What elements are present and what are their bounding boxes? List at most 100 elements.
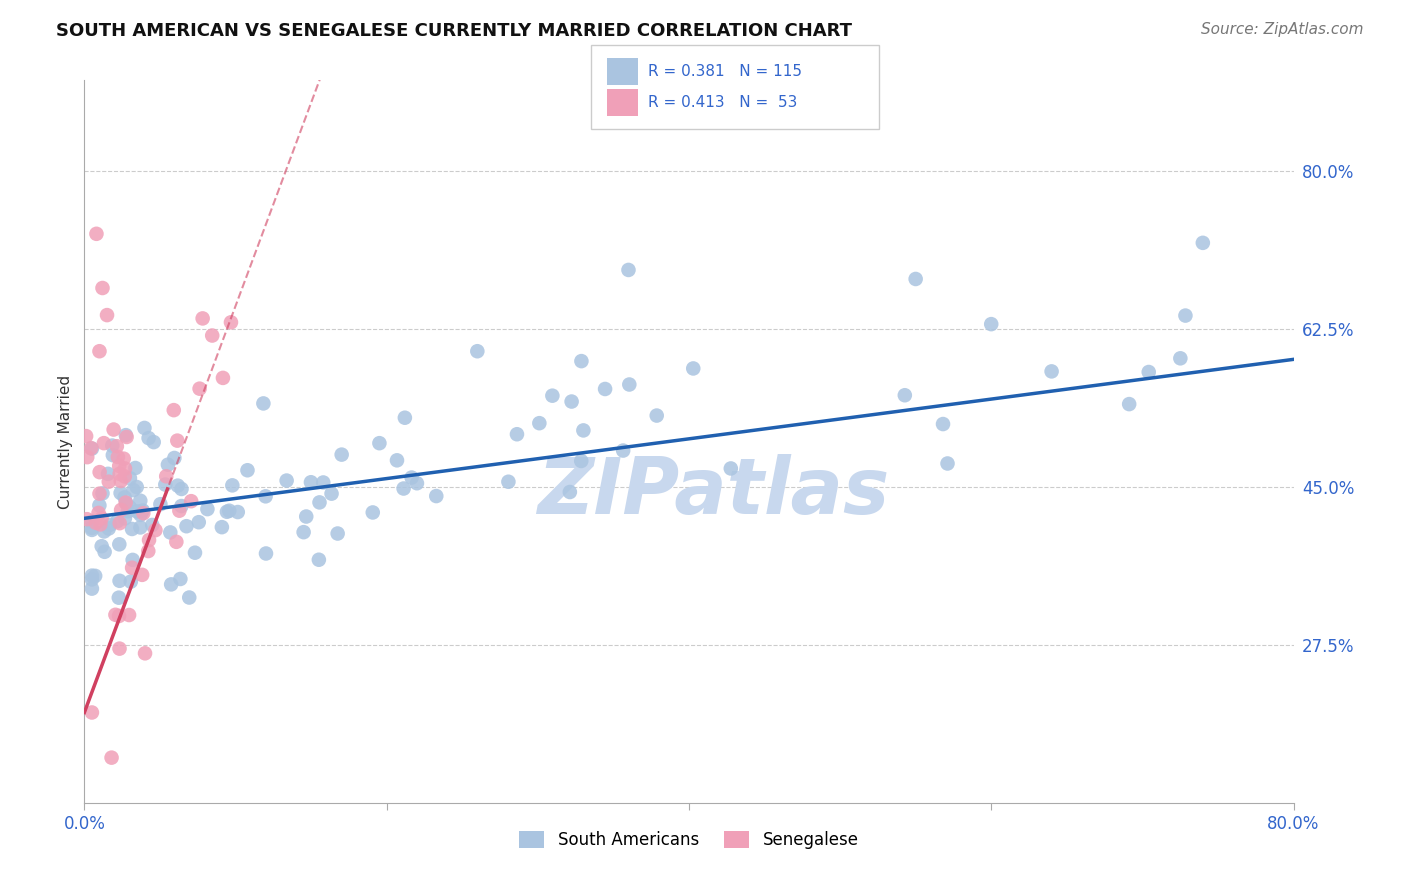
Point: [1137, 365, 1160, 379]
Point: [425, 489, 447, 503]
Point: [558, 485, 581, 500]
Point: [134, 646, 156, 660]
Point: [107, 591, 129, 605]
Point: [201, 328, 224, 343]
Point: [163, 450, 186, 465]
Text: R = 0.413   N =  53: R = 0.413 N = 53: [648, 95, 797, 110]
Point: [221, 478, 243, 492]
Point: [326, 526, 349, 541]
Point: [80, 514, 103, 528]
Point: [218, 504, 240, 518]
Point: [103, 423, 125, 437]
Point: [330, 448, 353, 462]
Point: [401, 470, 423, 484]
Point: [80, 442, 103, 456]
Point: [569, 454, 592, 468]
Point: [118, 471, 141, 485]
Point: [115, 430, 138, 444]
Point: [132, 503, 155, 517]
Point: [308, 553, 330, 567]
Point: [90, 539, 112, 553]
Point: [114, 428, 136, 442]
Point: [619, 377, 641, 392]
Point: [112, 451, 135, 466]
Point: [97, 467, 120, 481]
Point: [86, 227, 108, 241]
Point: [212, 371, 235, 385]
Point: [80, 582, 103, 596]
Point: [114, 491, 136, 505]
Point: [105, 514, 128, 528]
Text: SOUTH AMERICAN VS SENEGALESE CURRENTLY MARRIED CORRELATION CHART: SOUTH AMERICAN VS SENEGALESE CURRENTLY M…: [56, 22, 852, 40]
Point: [80, 706, 103, 720]
Point: [561, 394, 583, 409]
Point: [276, 474, 298, 488]
Point: [114, 511, 136, 525]
Point: [160, 577, 183, 591]
Point: [321, 486, 343, 500]
Point: [254, 547, 277, 561]
Point: [118, 500, 141, 515]
Point: [720, 461, 742, 475]
Point: [80, 521, 103, 535]
Point: [254, 489, 277, 503]
Point: [134, 421, 156, 435]
Point: [170, 499, 193, 513]
Point: [215, 505, 238, 519]
Point: [96, 308, 118, 322]
Point: [980, 317, 1002, 331]
Point: [176, 519, 198, 533]
Point: [141, 518, 163, 533]
Point: [179, 591, 201, 605]
Point: [90, 511, 112, 525]
Point: [89, 499, 111, 513]
Point: [1170, 351, 1192, 366]
Point: [75, 429, 97, 443]
Point: [1174, 309, 1197, 323]
Point: [617, 263, 640, 277]
Point: [292, 525, 315, 540]
Point: [166, 434, 188, 448]
Point: [149, 497, 172, 511]
Point: [361, 506, 384, 520]
Point: [125, 504, 148, 518]
Point: [136, 544, 159, 558]
Point: [188, 382, 211, 396]
Point: [129, 508, 152, 522]
Point: [114, 495, 136, 509]
Point: [467, 344, 489, 359]
Point: [107, 450, 129, 464]
Point: [84, 516, 107, 530]
Point: [101, 439, 124, 453]
Point: [97, 475, 120, 489]
Point: [120, 574, 142, 589]
Point: [295, 509, 318, 524]
Point: [159, 525, 181, 540]
Point: [125, 480, 148, 494]
Point: [117, 504, 139, 518]
Point: [226, 505, 249, 519]
Point: [165, 534, 187, 549]
Point: [97, 521, 120, 535]
Point: [191, 311, 214, 326]
Point: [110, 503, 132, 517]
Point: [394, 410, 416, 425]
Point: [1040, 364, 1063, 378]
Point: [571, 354, 593, 368]
Point: [612, 443, 634, 458]
Point: [110, 474, 132, 488]
Point: [392, 482, 415, 496]
Point: [108, 537, 131, 551]
Point: [108, 458, 131, 473]
Point: [211, 520, 233, 534]
Point: [108, 574, 131, 588]
Text: R = 0.381   N = 115: R = 0.381 N = 115: [648, 64, 803, 78]
Point: [406, 476, 429, 491]
Point: [89, 465, 111, 479]
Point: [219, 315, 242, 329]
Point: [118, 607, 141, 622]
Point: [93, 524, 115, 539]
Point: [121, 553, 143, 567]
Text: Source: ZipAtlas.com: Source: ZipAtlas.com: [1201, 22, 1364, 37]
Point: [155, 469, 177, 483]
